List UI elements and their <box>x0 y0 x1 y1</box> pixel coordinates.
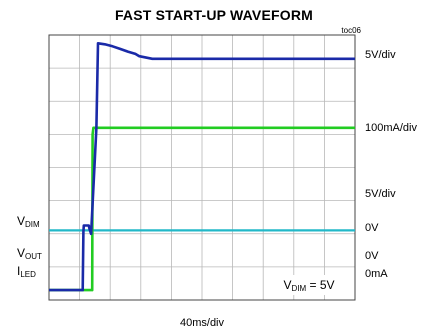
vdim-annotation-tail: = 5V <box>306 278 335 292</box>
vdim-ground-label: 0V <box>365 222 379 234</box>
vdim-channel-label: VDIM <box>17 214 40 229</box>
vout-trace <box>49 41 355 292</box>
vout-scale-label: 5V/div <box>365 49 396 61</box>
iled-scale-label: 100mA/div <box>365 122 417 134</box>
vdim-scale-label: 5V/div <box>365 188 396 200</box>
vout-channel-label-main: V <box>17 246 26 260</box>
vout-channel-label: VOUT <box>17 246 42 261</box>
iled-channel-label-sub: LED <box>20 270 36 279</box>
vdim-annotation-sub: DIM <box>291 284 307 293</box>
vout-ground-label: 0V <box>365 250 379 262</box>
vdim-annotation: VDIM = 5V <box>266 275 352 295</box>
iled-channel-label-main: I <box>17 264 21 278</box>
vout-channel-label-sub: OUT <box>25 252 42 261</box>
x-scale-label: 40ms/div <box>179 317 225 329</box>
vdim-channel-label-sub: DIM <box>25 220 40 229</box>
chart-title: FAST START-UP WAVEFORM <box>114 7 314 23</box>
vdim-channel-label-main: V <box>17 214 26 228</box>
iled-channel-label: ILED <box>17 264 36 279</box>
figure-tag: toc06 <box>341 26 361 35</box>
vdim-annotation-main: V <box>283 278 292 292</box>
iled-ground-label: 0mA <box>365 268 388 280</box>
plot-frame <box>48 34 356 301</box>
